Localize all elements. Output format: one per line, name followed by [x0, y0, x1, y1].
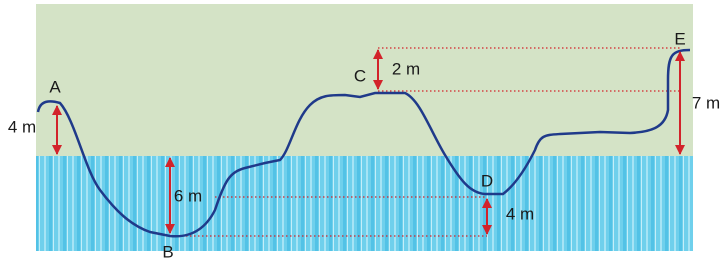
height-label: 7 m	[692, 93, 720, 112]
height-label: 2 m	[392, 59, 420, 78]
height-label: 6 m	[174, 186, 202, 205]
height-label: 4 m	[8, 117, 36, 136]
point-label: E	[674, 29, 685, 48]
point-label: C	[354, 66, 366, 85]
diagram: A B C D E 4 m 6 m 2 m 4 m 7 m	[0, 0, 726, 265]
point-label: D	[481, 171, 493, 190]
point-label: A	[49, 77, 61, 96]
point-label: B	[162, 242, 173, 261]
height-label: 4 m	[506, 204, 534, 223]
water-area	[36, 156, 693, 251]
